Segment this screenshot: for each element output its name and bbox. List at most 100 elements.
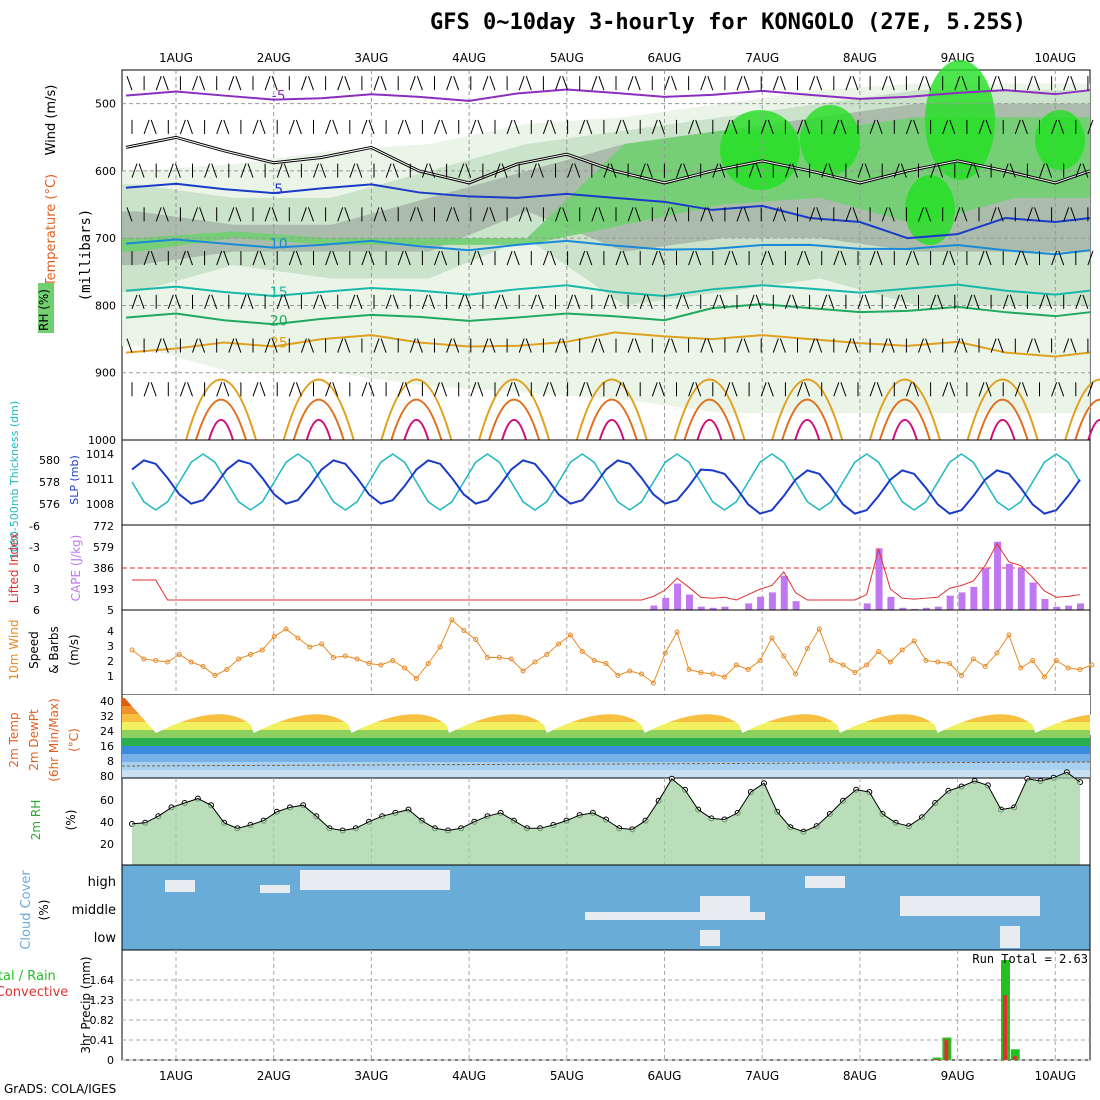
wind-point	[994, 650, 1000, 656]
wind-barb	[228, 338, 235, 353]
wind-barb	[978, 119, 985, 135]
wind-barb	[707, 76, 714, 91]
wind-barb	[663, 76, 670, 91]
convective-bar	[1012, 1056, 1017, 1060]
wind-barb	[985, 119, 992, 135]
wind-barb	[308, 338, 314, 353]
wind-barb	[288, 119, 295, 135]
wind-point	[970, 656, 976, 662]
wind-barb	[712, 163, 719, 178]
wind-barb	[731, 119, 738, 135]
precip-tick: 1.23	[90, 994, 115, 1007]
wind-barb	[441, 119, 448, 135]
wind-barb	[380, 76, 387, 91]
convective-bar	[944, 1039, 949, 1060]
wind-barb	[325, 250, 332, 266]
wind-barb	[918, 338, 924, 353]
wind-barb	[755, 163, 762, 178]
wind-barb	[143, 382, 150, 397]
wind-point	[615, 673, 621, 678]
wind-barb	[174, 163, 181, 178]
wind-barb	[954, 76, 961, 91]
wind-barb	[591, 207, 598, 222]
thickness-ylabel: 1000-500mb Thickness (dm)	[8, 401, 21, 559]
slp-ylabel: SLP (mb)	[68, 455, 81, 505]
wind-barb	[736, 76, 743, 91]
wind-barb	[760, 119, 767, 135]
wind-barb	[966, 294, 973, 309]
temp-contour	[125, 303, 1091, 326]
wind-barb	[259, 382, 266, 397]
wind-barb	[881, 338, 888, 353]
wind-barb	[930, 163, 937, 178]
wind-barb	[458, 163, 465, 178]
wind-barb	[900, 163, 907, 178]
wind-barb	[458, 294, 465, 309]
wind-barb	[211, 294, 218, 309]
wind-barb	[893, 294, 900, 309]
wind-barb	[513, 250, 520, 266]
wind-barb	[271, 207, 278, 222]
wind-barb	[930, 294, 937, 309]
wind-point	[887, 659, 893, 665]
wind-point	[461, 628, 467, 633]
wind-barb	[913, 250, 919, 266]
temp-band	[122, 714, 1090, 722]
wind-point	[769, 635, 775, 641]
wind-barb	[905, 382, 912, 397]
slp-tick: 1014	[86, 448, 114, 461]
cloud-unit: (%)	[37, 900, 51, 921]
temp-contour-label: 15	[270, 285, 288, 301]
temp-contour	[125, 238, 1091, 256]
temp-contour-label: 5	[274, 182, 283, 198]
wind-tick: 3	[107, 640, 114, 653]
wind-barb	[126, 76, 133, 91]
convective-bar	[1002, 995, 1007, 1060]
wind-barb	[961, 207, 968, 222]
wind-barb	[1014, 250, 1021, 266]
wind-barb	[344, 207, 351, 222]
wind-barb	[1002, 294, 1009, 309]
wind-barb	[779, 76, 786, 91]
wind-barb	[784, 163, 791, 178]
wind-barb	[688, 382, 695, 397]
wind-barb	[392, 163, 399, 178]
wind-barb	[772, 76, 779, 91]
wind-barb	[155, 207, 162, 222]
pressure-tick: 800	[95, 299, 116, 312]
wind-barb	[990, 338, 997, 353]
cloud-block	[300, 870, 450, 890]
li-tick: 0	[33, 562, 40, 575]
cape-bar	[922, 607, 930, 610]
cloud-tick: middle	[72, 903, 116, 918]
wind-barb	[356, 294, 363, 309]
wind-barb	[816, 338, 823, 353]
wind-barb	[634, 76, 641, 91]
wind-barb	[434, 250, 440, 266]
wind-barb	[973, 163, 980, 178]
wind-barb	[453, 207, 460, 222]
dewpoint-line	[121, 761, 1091, 767]
wind-barb	[598, 207, 605, 222]
cloud-block	[805, 876, 845, 888]
wind-point	[567, 632, 573, 638]
slp-tick: 1011	[86, 473, 114, 486]
wind-barb	[174, 294, 181, 309]
wind-barb	[973, 294, 980, 309]
wind-barb	[876, 382, 883, 397]
wind-barb	[997, 76, 1004, 91]
wind-barb	[264, 207, 271, 222]
wind-barb	[586, 119, 593, 135]
wind-barb	[804, 119, 811, 135]
wind-barb	[380, 207, 387, 222]
wind-point	[650, 680, 656, 686]
wind-barb	[695, 119, 702, 135]
temp-loop-30	[878, 398, 931, 441]
wind-barb	[671, 338, 677, 353]
wind-barb	[325, 382, 332, 397]
date-label-bottom: 3AUG	[354, 1069, 388, 1083]
wind-barb	[199, 338, 206, 353]
rh-unit: (%)	[64, 810, 78, 831]
cape-tick: 772	[93, 520, 114, 533]
precip-ylabel: 3hr Precip (mm)	[79, 956, 93, 1053]
